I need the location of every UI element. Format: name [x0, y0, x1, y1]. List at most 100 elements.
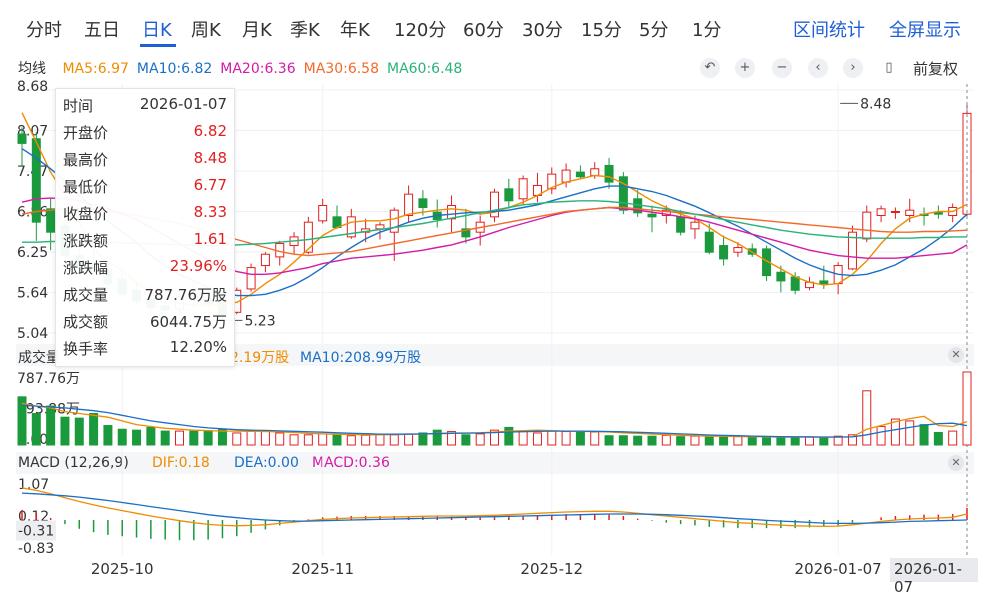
volume-bar: [719, 436, 729, 446]
volume-bar: [532, 432, 542, 446]
tooltip-key: 成交额: [63, 313, 109, 331]
tab-4[interactable]: 月K: [242, 20, 272, 41]
ma-legend-item: MA30:6.58: [303, 61, 379, 77]
tab-0[interactable]: 分时: [26, 20, 62, 41]
candle-body: [318, 204, 328, 222]
range-stats-button[interactable]: 区间统计: [793, 20, 865, 41]
scroll-left-icon[interactable]: ‹: [808, 58, 828, 78]
candle-body: [504, 188, 514, 202]
candle-body: [518, 178, 528, 200]
tooltip-value: 787.76万股: [144, 286, 228, 304]
volume-bar: [17, 396, 27, 446]
candle-body: [575, 171, 585, 178]
price-tick-label: 6.25: [17, 245, 48, 261]
fullscreen-button[interactable]: 全屏显示: [889, 20, 961, 41]
volume-bar: [604, 435, 614, 446]
candle-body: [303, 221, 313, 253]
tab-3[interactable]: 周K: [191, 20, 221, 41]
tab-5[interactable]: 季K: [290, 20, 320, 41]
candle-body: [375, 224, 385, 230]
tooltip-key: 时间: [63, 97, 94, 115]
macd-title: MACD (12,26,9): [18, 455, 129, 471]
close-macd-pane-icon[interactable]: ✕: [948, 455, 964, 471]
tooltip-row: 成交量 787.76万股: [63, 280, 227, 306]
macd-pane-header: MACD (12,26,9) DIF:0.18 DEA:0.00 MACD:0.…: [16, 452, 974, 474]
volume-bar: [805, 436, 814, 446]
price-tick-label: 8.68: [17, 79, 48, 95]
adjust-mode-button[interactable]: 前复权: [913, 60, 959, 78]
volume-bar: [332, 434, 342, 446]
volume-bar: [733, 436, 743, 446]
volume-bar: [547, 430, 557, 446]
candle-body: [404, 193, 414, 217]
undo-icon[interactable]: ↶: [700, 58, 720, 78]
volume-bar: [833, 435, 843, 446]
volume-bar: [518, 430, 528, 446]
volume-bar: [561, 431, 571, 446]
candle-body: [604, 164, 614, 183]
pin-icon[interactable]: ▯: [885, 60, 893, 75]
volume-bar: [633, 435, 643, 446]
tab-9[interactable]: 30分: [522, 20, 563, 41]
candle-body: [389, 209, 399, 233]
volume-bar: [919, 424, 929, 446]
volume-bar: [375, 433, 385, 446]
tooltip-row: 涨跌额 1.61: [63, 226, 227, 252]
volume-bar: [189, 430, 199, 446]
tooltip-key: 成交量: [63, 286, 109, 304]
volume-title: 成交量: [18, 350, 60, 366]
tooltip-value: 6.77: [193, 176, 227, 194]
candle-body: [762, 248, 772, 277]
ma-legend: 均线 MA5:6.97 MA10:6.82 MA20:6.36 MA30:6.58 MA…: [18, 58, 470, 78]
close-volume-pane-icon[interactable]: ✕: [948, 347, 964, 363]
volume-bar: [260, 431, 270, 446]
scroll-right-icon[interactable]: ›: [843, 58, 863, 78]
active-tab-underline: [140, 44, 176, 47]
time-tick-label: 2025-10: [91, 560, 154, 578]
candle-body: [876, 208, 886, 217]
volume-bar: [232, 432, 242, 446]
tab-11[interactable]: 5分: [639, 20, 669, 41]
candle-body: [847, 231, 857, 270]
tooltip-row: 涨跌幅 23.96%: [63, 253, 227, 279]
volume-bar: [762, 436, 772, 446]
macd-dif-value: DIF:0.18: [152, 455, 210, 471]
tab-12[interactable]: 1分: [692, 20, 722, 41]
volume-bar: [318, 433, 328, 446]
time-tick-label: 2026-01-07: [795, 560, 882, 578]
price-tick-label: 5.04: [17, 326, 48, 342]
volume-bar: [447, 431, 457, 446]
volume-bar: [418, 432, 428, 446]
candle-body: [31, 138, 41, 223]
tooltip-row: 最高价 8.48: [63, 145, 227, 171]
candle-body: [590, 168, 600, 176]
candle-body: [461, 228, 471, 238]
tooltip-key: 开盘价: [63, 124, 109, 142]
zoom-out-icon[interactable]: −: [772, 58, 792, 78]
volume-bar: [747, 436, 757, 446]
candle-body: [447, 204, 457, 220]
volume-bar: [146, 426, 156, 446]
tab-2[interactable]: 日K: [142, 20, 172, 41]
volume-tick-label: 787.76万: [17, 371, 80, 387]
tooltip-key: 涨跌幅: [63, 259, 109, 277]
candle-body: [690, 221, 700, 230]
tooltip-value: 12.20%: [169, 338, 227, 356]
candle-body: [862, 211, 872, 240]
zoom-in-icon[interactable]: +: [735, 58, 755, 78]
volume-bar: [346, 435, 356, 446]
volume-bar: [948, 430, 958, 446]
macd-dea-value: DEA:0.00: [234, 455, 299, 471]
tab-10[interactable]: 15分: [581, 20, 622, 41]
candle-body: [418, 198, 428, 208]
volume-bar: [647, 435, 657, 446]
tab-7[interactable]: 120分: [394, 20, 447, 41]
candle-body: [618, 176, 628, 211]
tab-6[interactable]: 年K: [340, 20, 370, 41]
volume-bar: [905, 420, 915, 446]
ma-legend-item: MA20:6.36: [220, 61, 296, 77]
tab-1[interactable]: 五日: [84, 20, 120, 41]
tooltip-key: 最高价: [63, 151, 109, 169]
volume-bar: [246, 430, 256, 446]
tab-8[interactable]: 60分: [463, 20, 504, 41]
